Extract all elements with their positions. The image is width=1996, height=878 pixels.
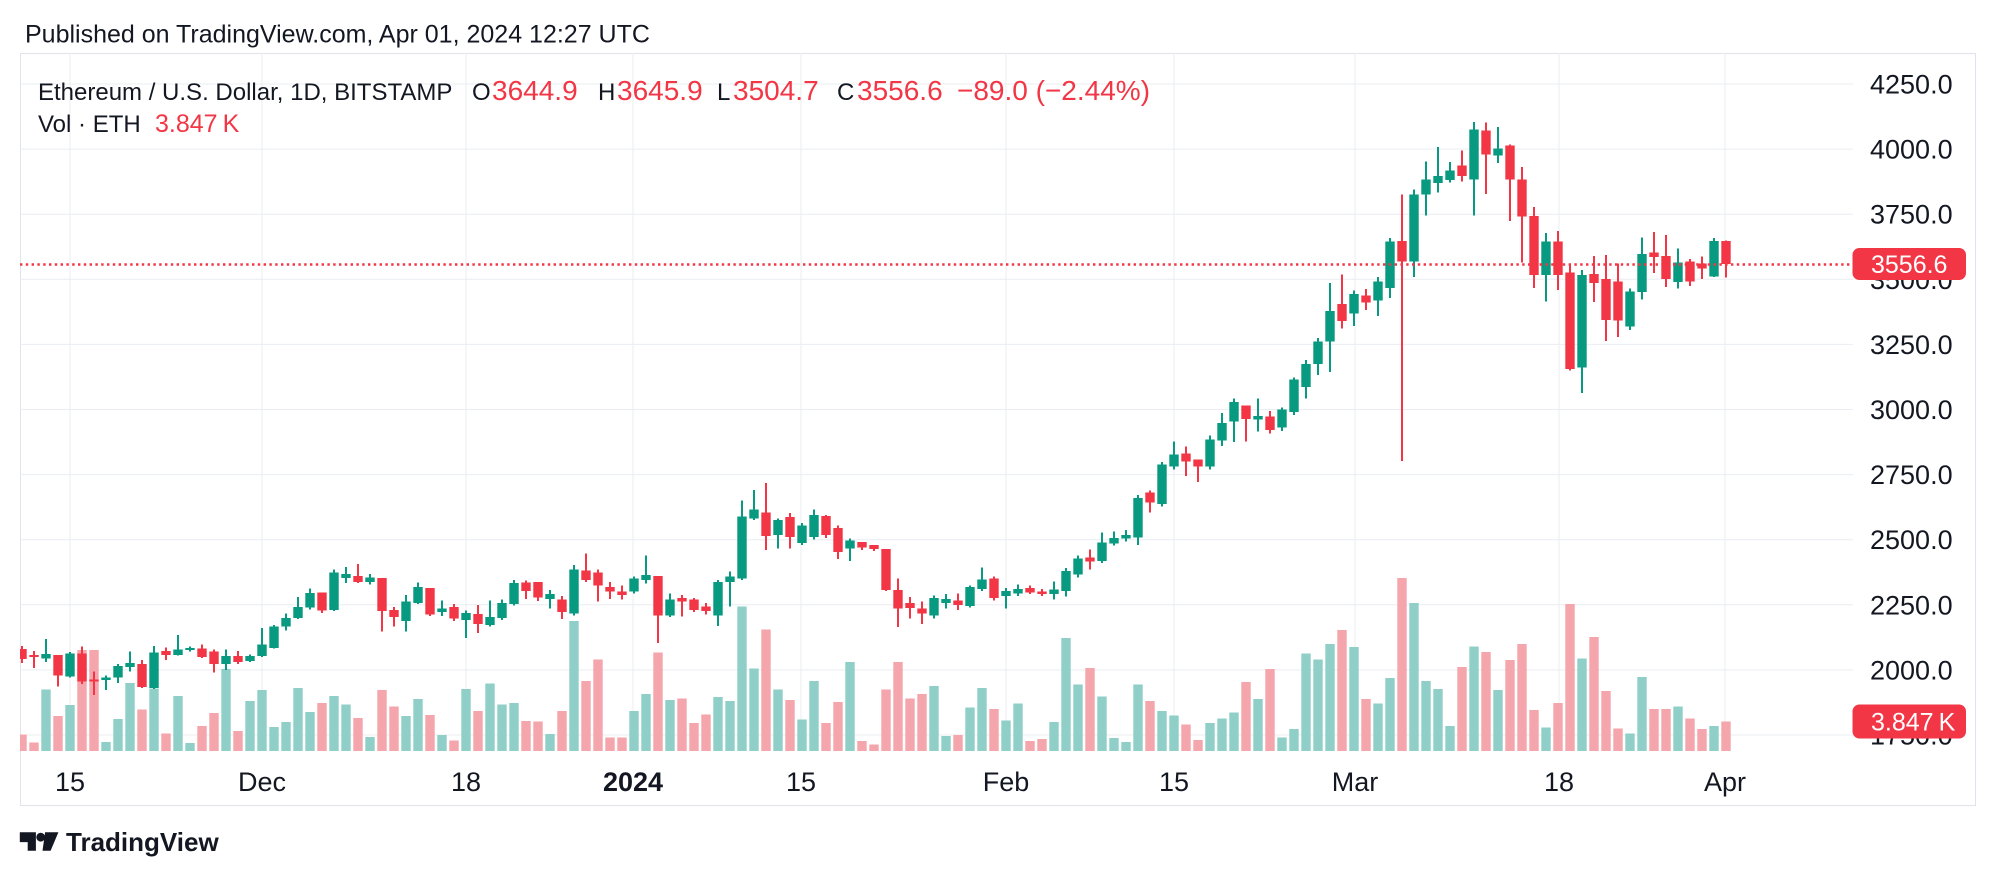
svg-text:3556.6: 3556.6 [1871,251,1947,279]
svg-text:H: H [598,79,615,106]
svg-text:4000.0: 4000.0 [1870,135,1953,165]
svg-text:4250.0: 4250.0 [1870,70,1953,100]
svg-text:Mar: Mar [1332,767,1379,797]
svg-text:L: L [717,79,730,106]
svg-text:3000.0: 3000.0 [1870,395,1953,425]
svg-text:3644.9: 3644.9 [492,75,578,106]
svg-text:18: 18 [1544,767,1574,797]
svg-text:2024: 2024 [603,767,663,797]
svg-text:3.847 K: 3.847 K [1871,709,1956,737]
svg-text:2000.0: 2000.0 [1870,655,1953,685]
svg-text:C: C [837,79,854,106]
svg-text:Apr: Apr [1704,767,1746,797]
svg-text:2500.0: 2500.0 [1870,525,1953,555]
svg-text:15: 15 [786,767,816,797]
svg-text:15: 15 [55,767,85,797]
svg-text:Vol · ETH: Vol · ETH [38,111,141,138]
svg-text:TradingView: TradingView [66,827,219,857]
svg-text:Dec: Dec [238,767,286,797]
svg-text:3556.6: 3556.6 [857,75,943,106]
svg-text:3.847 K: 3.847 K [155,110,240,138]
svg-text:18: 18 [451,767,481,797]
svg-text:3750.0: 3750.0 [1870,200,1953,230]
svg-text:15: 15 [1159,767,1189,797]
svg-text:3645.9: 3645.9 [617,75,703,106]
svg-text:3250.0: 3250.0 [1870,330,1953,360]
svg-text:Published on TradingView.com,: Published on TradingView.com, Apr 01, 20… [25,21,650,49]
svg-text:3504.7: 3504.7 [733,75,819,106]
svg-text:Feb: Feb [983,767,1030,797]
svg-text:O: O [472,79,491,106]
svg-text:2750.0: 2750.0 [1870,460,1953,490]
svg-text:−89.0 (−2.44%): −89.0 (−2.44%) [957,75,1150,106]
svg-text:2250.0: 2250.0 [1870,590,1953,620]
svg-text:Ethereum / U.S. Dollar, 1D, BI: Ethereum / U.S. Dollar, 1D, BITSTAMP [38,79,452,106]
